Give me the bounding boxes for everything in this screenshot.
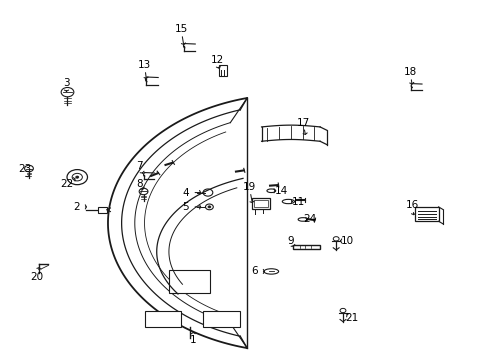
Text: 8: 8 — [136, 179, 142, 189]
Text: 3: 3 — [63, 78, 70, 88]
Bar — [254, 200, 267, 207]
Text: 1: 1 — [190, 334, 196, 345]
Bar — [251, 198, 270, 209]
Text: 12: 12 — [211, 55, 224, 65]
Text: 7: 7 — [136, 161, 142, 171]
Text: 17: 17 — [296, 118, 309, 128]
Text: 11: 11 — [291, 197, 304, 207]
Text: 13: 13 — [138, 60, 151, 70]
Circle shape — [76, 176, 79, 178]
Text: 5: 5 — [183, 202, 189, 212]
Text: 18: 18 — [403, 67, 416, 77]
Text: 4: 4 — [183, 188, 189, 198]
Bar — [203, 311, 239, 327]
Text: 19: 19 — [242, 182, 256, 192]
Text: 14: 14 — [274, 186, 287, 196]
Circle shape — [207, 206, 210, 208]
Text: 9: 9 — [287, 236, 294, 246]
Bar — [168, 270, 210, 293]
Text: 16: 16 — [405, 200, 419, 210]
Ellipse shape — [264, 269, 278, 274]
Text: 2: 2 — [73, 202, 80, 212]
Text: 22: 22 — [60, 179, 73, 189]
Bar — [218, 65, 227, 76]
Text: 20: 20 — [31, 272, 44, 282]
Bar — [98, 207, 107, 213]
Text: 6: 6 — [250, 266, 257, 276]
Text: 23: 23 — [19, 164, 32, 174]
Ellipse shape — [282, 199, 294, 204]
Bar — [293, 244, 320, 249]
Ellipse shape — [266, 189, 275, 193]
Ellipse shape — [298, 218, 307, 221]
Text: 24: 24 — [303, 215, 316, 224]
Text: 10: 10 — [340, 236, 353, 246]
Text: 15: 15 — [174, 24, 187, 35]
Bar — [144, 311, 181, 327]
Text: 21: 21 — [345, 313, 358, 323]
Bar — [414, 207, 438, 221]
